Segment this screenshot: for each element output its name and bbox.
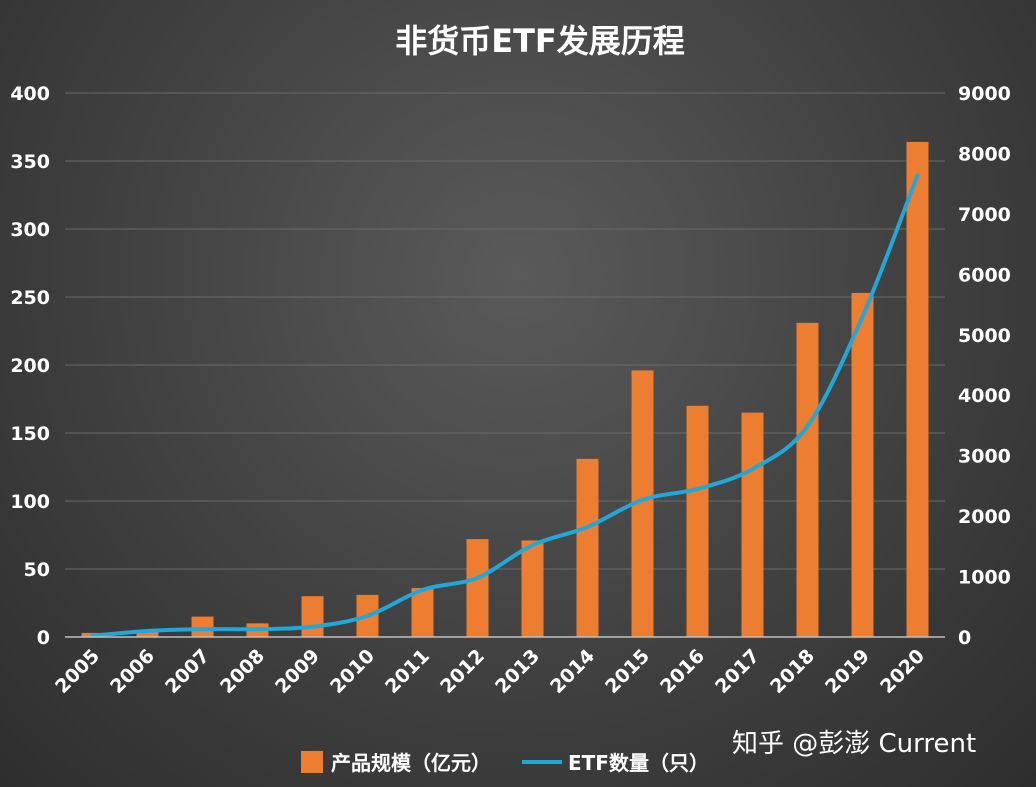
bar <box>411 588 434 637</box>
y-left-tick-label: 350 <box>10 151 50 173</box>
bar <box>796 322 819 637</box>
bar <box>631 370 654 637</box>
y-left-tick-label: 250 <box>10 287 50 309</box>
x-tick-label: 2005 <box>51 645 104 698</box>
y-right-tick-label: 9000 <box>958 83 1011 105</box>
series-line <box>90 173 920 638</box>
bar <box>906 141 929 637</box>
bar <box>521 540 544 637</box>
y-left-tick-label: 200 <box>10 355 50 377</box>
y-left-tick-label: 50 <box>24 559 50 581</box>
bar <box>576 458 599 637</box>
x-tick-label: 2008 <box>216 645 269 698</box>
legend-swatch-bar <box>301 751 323 773</box>
legend-label-bar: 产品规模（亿元） <box>331 751 491 775</box>
x-tick-label: 2018 <box>766 645 819 698</box>
legend-label-line: ETF数量（只） <box>568 751 709 775</box>
y-left-tick-label: 400 <box>10 83 50 105</box>
x-tick-label: 2014 <box>546 645 599 698</box>
x-tick-label: 2006 <box>106 645 159 698</box>
x-tick-label: 2013 <box>491 645 544 698</box>
x-tick-label: 2012 <box>436 645 489 698</box>
watermark: 知乎 @彭澎 Current <box>732 729 976 759</box>
bar <box>301 596 324 637</box>
y-left-tick-label: 100 <box>10 491 50 513</box>
legend: 产品规模（亿元） ETF数量（只） <box>301 751 709 775</box>
x-tick-label: 2010 <box>326 645 379 698</box>
bar <box>851 292 874 637</box>
y-left-tick-label: 300 <box>10 219 50 241</box>
y-right-tick-label: 0 <box>958 627 971 649</box>
bar <box>191 616 214 637</box>
y-right-tick-label: 6000 <box>958 264 1011 286</box>
y-left-tick-label: 0 <box>37 627 50 649</box>
x-tick-label: 2019 <box>821 645 874 698</box>
chart-title: 非货币ETF发展历程 <box>395 22 685 60</box>
y-right-tick-label: 5000 <box>958 325 1011 347</box>
x-tick-label: 2017 <box>711 645 764 698</box>
x-tick-label: 2007 <box>161 645 214 698</box>
bar <box>741 412 764 637</box>
y-right-tick-label: 7000 <box>958 204 1011 226</box>
x-tick-label: 2020 <box>876 645 929 698</box>
y-right-tick-label: 1000 <box>958 567 1011 589</box>
x-tick-label: 2011 <box>381 645 434 698</box>
bar <box>686 405 709 637</box>
y-right-tick-label: 3000 <box>958 446 1011 468</box>
y-right-tick-label: 2000 <box>958 506 1011 528</box>
x-tick-label: 2009 <box>271 645 324 698</box>
y-right-tick-label: 8000 <box>958 143 1011 165</box>
y-right-tick-label: 4000 <box>958 385 1011 407</box>
x-tick-label: 2015 <box>601 645 654 698</box>
bar <box>136 631 159 637</box>
y-left-tick-label: 150 <box>10 423 50 445</box>
bar <box>466 539 489 637</box>
x-tick-label: 2016 <box>656 645 709 698</box>
